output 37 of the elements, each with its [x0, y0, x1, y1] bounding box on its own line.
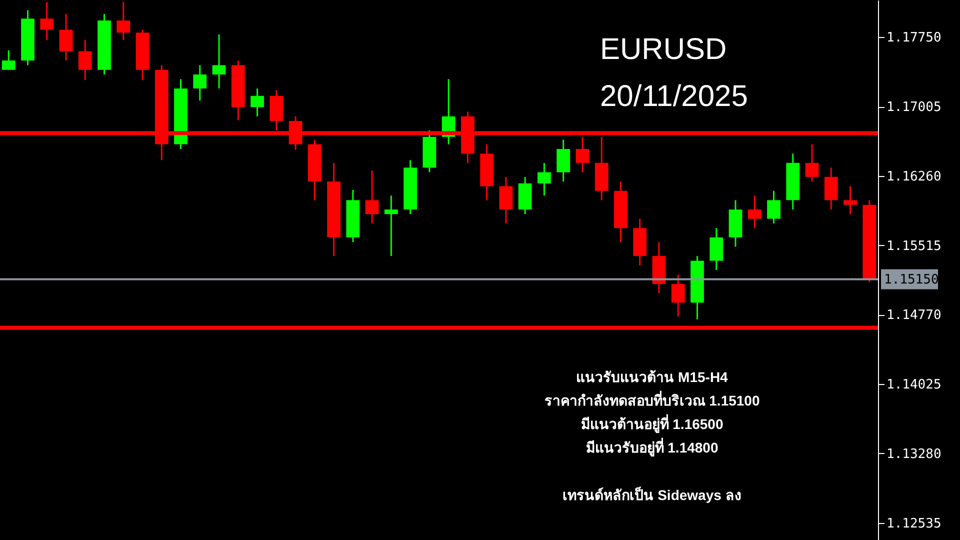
- candlestick: [824, 166, 838, 210]
- candlestick: [59, 13, 73, 62]
- candlestick: [767, 190, 780, 224]
- candlestick: [556, 138, 570, 182]
- candlestick: [844, 185, 857, 215]
- text: 20/11/2025: [600, 80, 748, 113]
- candlestick: [78, 39, 92, 81]
- annotation: ราคากำลังทดสอบที่บริเวณ 1.15100: [544, 390, 760, 408]
- text: EURUSD: [600, 33, 727, 66]
- candlestick: [193, 64, 207, 102]
- candlestick: [499, 176, 513, 224]
- candlestick: [748, 194, 762, 229]
- candlestick: [250, 88, 264, 118]
- candlestick: [212, 34, 226, 90]
- y-tick-label: 1.17005: [886, 100, 942, 116]
- y-tick-label: 1.13280: [886, 446, 942, 462]
- annotation: แนวรับแนวต้าน M15-H4: [576, 369, 728, 385]
- candlestick: [538, 162, 551, 196]
- y-tick-label: 1.12535: [886, 516, 942, 532]
- candlestick: [671, 274, 685, 318]
- y-tick-label: 1.17750: [886, 30, 942, 46]
- candlestick: [384, 194, 398, 257]
- annotation: มีแนวต้านอยู่ที่ 1.16500: [580, 414, 724, 433]
- ref-line-label: 1.15150: [884, 272, 939, 288]
- candlestick: [40, 1, 54, 41]
- y-tick-label: 1.14025: [886, 378, 942, 393]
- y-tick-label: 1.16260: [886, 169, 942, 184]
- annotation: เทรนด์หลักเป็น Sideways ลง: [562, 486, 742, 503]
- candlestick: [576, 136, 590, 173]
- candlestick: [365, 170, 379, 224]
- candlestick: [2, 50, 16, 71]
- candlestick: [116, 1, 130, 41]
- candlestick: [710, 227, 724, 271]
- y-tick-label: 1.15515: [886, 238, 942, 254]
- annotation: มีแนวรับอยู่ที่ 1.14800: [586, 438, 718, 456]
- y-tick-label: 1.14770: [886, 308, 942, 324]
- candlestick: [805, 144, 819, 182]
